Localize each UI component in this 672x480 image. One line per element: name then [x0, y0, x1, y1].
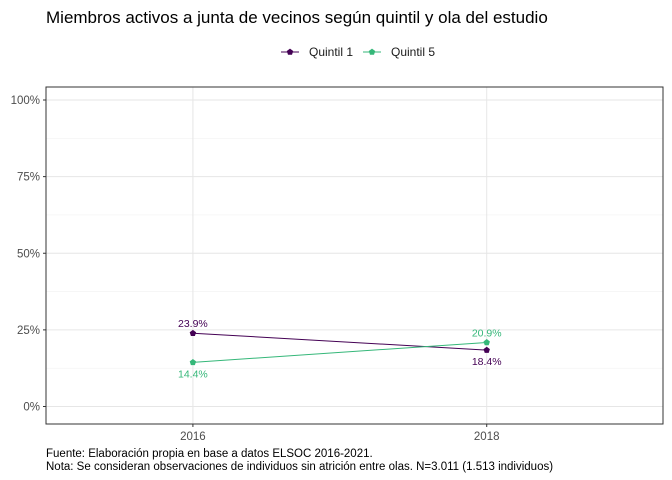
series-line-1: [192, 332, 487, 351]
y-tick-label: 0%: [23, 402, 40, 414]
chart-title: Miembros activos a junta de vecinos segú…: [46, 8, 548, 27]
legend-label-quintil-5: Quintil 5: [391, 45, 435, 59]
data-point: [189, 329, 197, 337]
x-tick-label: 2016: [180, 431, 206, 443]
legend-label-quintil-1: Quintil 1: [309, 45, 353, 59]
data-point: [483, 339, 490, 346]
data-point: [483, 346, 490, 353]
y-tick-label: 100%: [11, 95, 40, 107]
y-tick-label: 75%: [17, 172, 40, 184]
caption-note: Nota: Se consideran observaciones de ind…: [46, 461, 553, 473]
data-point: [189, 358, 197, 366]
plot-area: 0% 25% 50% 75% 100% 2016 2018 23.9% 18.4% 14.4% 20…: [11, 86, 664, 443]
y-tick-label: 50%: [17, 248, 40, 260]
data-label: 23.9%: [178, 318, 208, 330]
y-tick-label: 25%: [17, 325, 40, 337]
legend-marker-quintil-1: [286, 48, 294, 55]
data-label: 20.9%: [472, 327, 502, 339]
series-line-2: [192, 341, 487, 363]
panel-border: [45, 86, 664, 425]
data-label: 18.4%: [472, 356, 502, 368]
legend-marker-quintil-5: [368, 48, 376, 55]
legend: Quintil 1 Quintil 5: [281, 45, 435, 59]
x-tick-label: 2018: [474, 431, 500, 443]
data-label: 14.4%: [178, 368, 208, 380]
caption-source: Fuente: Elaboración propia en base a dat…: [46, 448, 373, 460]
